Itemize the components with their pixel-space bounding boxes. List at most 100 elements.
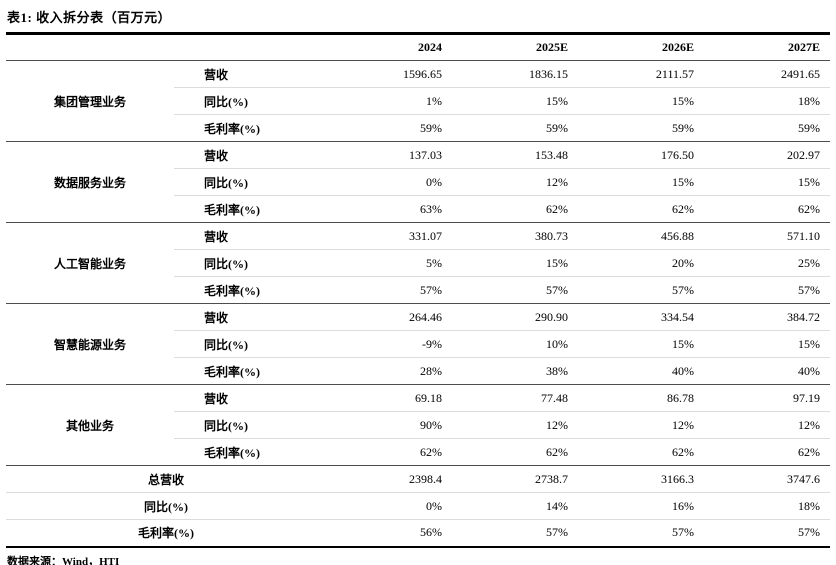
value-cell: 571.10: [704, 222, 830, 250]
value-cell: 59%: [578, 114, 704, 142]
segment-cell: 数据服务业务: [6, 141, 174, 223]
revenue-breakdown-table: 2024 2025E 2026E 2027E 集团管理业务 营收 1596.65 1836.…: [6, 32, 830, 548]
value-cell: 57%: [578, 276, 704, 304]
metric-cell: 同比(%): [174, 168, 326, 196]
value-cell: 62%: [452, 195, 578, 223]
value-cell: -9%: [326, 330, 452, 358]
table-row: 数据服务业务 营收 137.03 153.48 176.50 202.97: [6, 141, 830, 223]
value-cell: 137.03: [326, 141, 452, 169]
value-cell: 40%: [578, 357, 704, 385]
table-row: 智慧能源业务 营收 264.46 290.90 334.54 384.72: [6, 303, 830, 385]
value-cell: 28%: [326, 357, 452, 385]
table-title: 表1: 收入拆分表（百万元）: [7, 10, 172, 25]
value-cell: 63%: [326, 195, 452, 223]
value-cell: 2738.7: [452, 465, 578, 493]
value-cell: 1%: [326, 87, 452, 115]
corner-cell: [6, 33, 174, 61]
value-cell: 5%: [326, 249, 452, 277]
table-row: 毛利率(%) 59% 59% 59% 59%: [6, 114, 830, 142]
value-cell: 97.19: [704, 384, 830, 412]
year-header: 2025E: [452, 33, 578, 61]
header-row: 2024 2025E 2026E 2027E: [6, 33, 830, 61]
value-cell: 90%: [326, 411, 452, 439]
table-header: 2024 2025E 2026E 2027E: [6, 33, 830, 61]
value-cell: 57%: [452, 519, 578, 548]
value-cell: 290.90: [452, 303, 578, 331]
metric-cell: 同比(%): [174, 411, 326, 439]
metric-cell: 同比(%): [174, 330, 326, 358]
metric-cell: 毛利率(%): [174, 114, 326, 142]
metric-cell: 毛利率(%): [174, 438, 326, 466]
value-cell: 62%: [578, 438, 704, 466]
value-cell: 15%: [578, 330, 704, 358]
year-header: 2027E: [704, 33, 830, 61]
table-row: 毛利率(%) 62% 62% 62% 62%: [6, 438, 830, 466]
value-cell: 20%: [578, 249, 704, 277]
value-cell: 15%: [452, 87, 578, 115]
year-header: 2026E: [578, 33, 704, 61]
segment-cell: 其他业务: [6, 384, 174, 466]
value-cell: 15%: [704, 330, 830, 358]
value-cell: 3166.3: [578, 465, 704, 493]
value-cell: 1836.15: [452, 60, 578, 88]
value-cell: 57%: [704, 519, 830, 548]
metric-cell: 毛利率(%): [174, 357, 326, 385]
value-cell: 15%: [578, 87, 704, 115]
value-cell: 59%: [704, 114, 830, 142]
value-cell: 15%: [578, 168, 704, 196]
table-row: 毛利率(%) 28% 38% 40% 40%: [6, 357, 830, 385]
value-cell: 77.48: [452, 384, 578, 412]
table-row: 同比(%) 1% 15% 15% 18%: [6, 87, 830, 115]
table-row: 同比(%) 5% 15% 20% 25%: [6, 249, 830, 277]
value-cell: 12%: [578, 411, 704, 439]
value-cell: 334.54: [578, 303, 704, 331]
value-cell: 0%: [326, 168, 452, 196]
segment-cell: 智慧能源业务: [6, 303, 174, 385]
metric-cell: 毛利率(%): [174, 195, 326, 223]
summary-label-cell: 同比(%): [6, 492, 326, 520]
table-row: 人工智能业务 营收 331.07 380.73 456.88 571.10: [6, 222, 830, 304]
value-cell: 2111.57: [578, 60, 704, 88]
value-cell: 57%: [704, 276, 830, 304]
value-cell: 59%: [452, 114, 578, 142]
value-cell: 69.18: [326, 384, 452, 412]
value-cell: 62%: [452, 438, 578, 466]
value-cell: 1596.65: [326, 60, 452, 88]
metric-cell: 同比(%): [174, 249, 326, 277]
value-cell: 59%: [326, 114, 452, 142]
value-cell: 16%: [578, 492, 704, 520]
value-cell: 62%: [326, 438, 452, 466]
value-cell: 15%: [704, 168, 830, 196]
metric-cell: 营收: [174, 303, 326, 331]
value-cell: 40%: [704, 357, 830, 385]
value-cell: 2491.65: [704, 60, 830, 88]
table-body: 集团管理业务 营收 1596.65 1836.15 2111.57 2491.65 同比(%…: [6, 60, 830, 548]
value-cell: 456.88: [578, 222, 704, 250]
value-cell: 57%: [326, 276, 452, 304]
value-cell: 380.73: [452, 222, 578, 250]
data-source-note: 数据来源：Wind，HTI: [7, 555, 120, 565]
value-cell: 86.78: [578, 384, 704, 412]
value-cell: 264.46: [326, 303, 452, 331]
table-title-row: 表1: 收入拆分表（百万元）: [6, 7, 830, 27]
value-cell: 3747.6: [704, 465, 830, 493]
value-cell: 25%: [704, 249, 830, 277]
value-cell: 12%: [452, 168, 578, 196]
table-row: 同比(%) 90% 12% 12% 12%: [6, 411, 830, 439]
summary-label-cell: 总营收: [6, 465, 326, 493]
value-cell: 15%: [452, 249, 578, 277]
value-cell: 18%: [704, 492, 830, 520]
summary-row: 毛利率(%) 56% 57% 57% 57%: [6, 519, 830, 548]
value-cell: 38%: [452, 357, 578, 385]
metric-cell: 营收: [174, 141, 326, 169]
table-row: 毛利率(%) 63% 62% 62% 62%: [6, 195, 830, 223]
value-cell: 12%: [452, 411, 578, 439]
value-cell: 153.48: [452, 141, 578, 169]
value-cell: 57%: [578, 519, 704, 548]
value-cell: 62%: [704, 195, 830, 223]
value-cell: 176.50: [578, 141, 704, 169]
table-row: 同比(%) 0% 12% 15% 15%: [6, 168, 830, 196]
value-cell: 12%: [704, 411, 830, 439]
metric-cell: 毛利率(%): [174, 276, 326, 304]
